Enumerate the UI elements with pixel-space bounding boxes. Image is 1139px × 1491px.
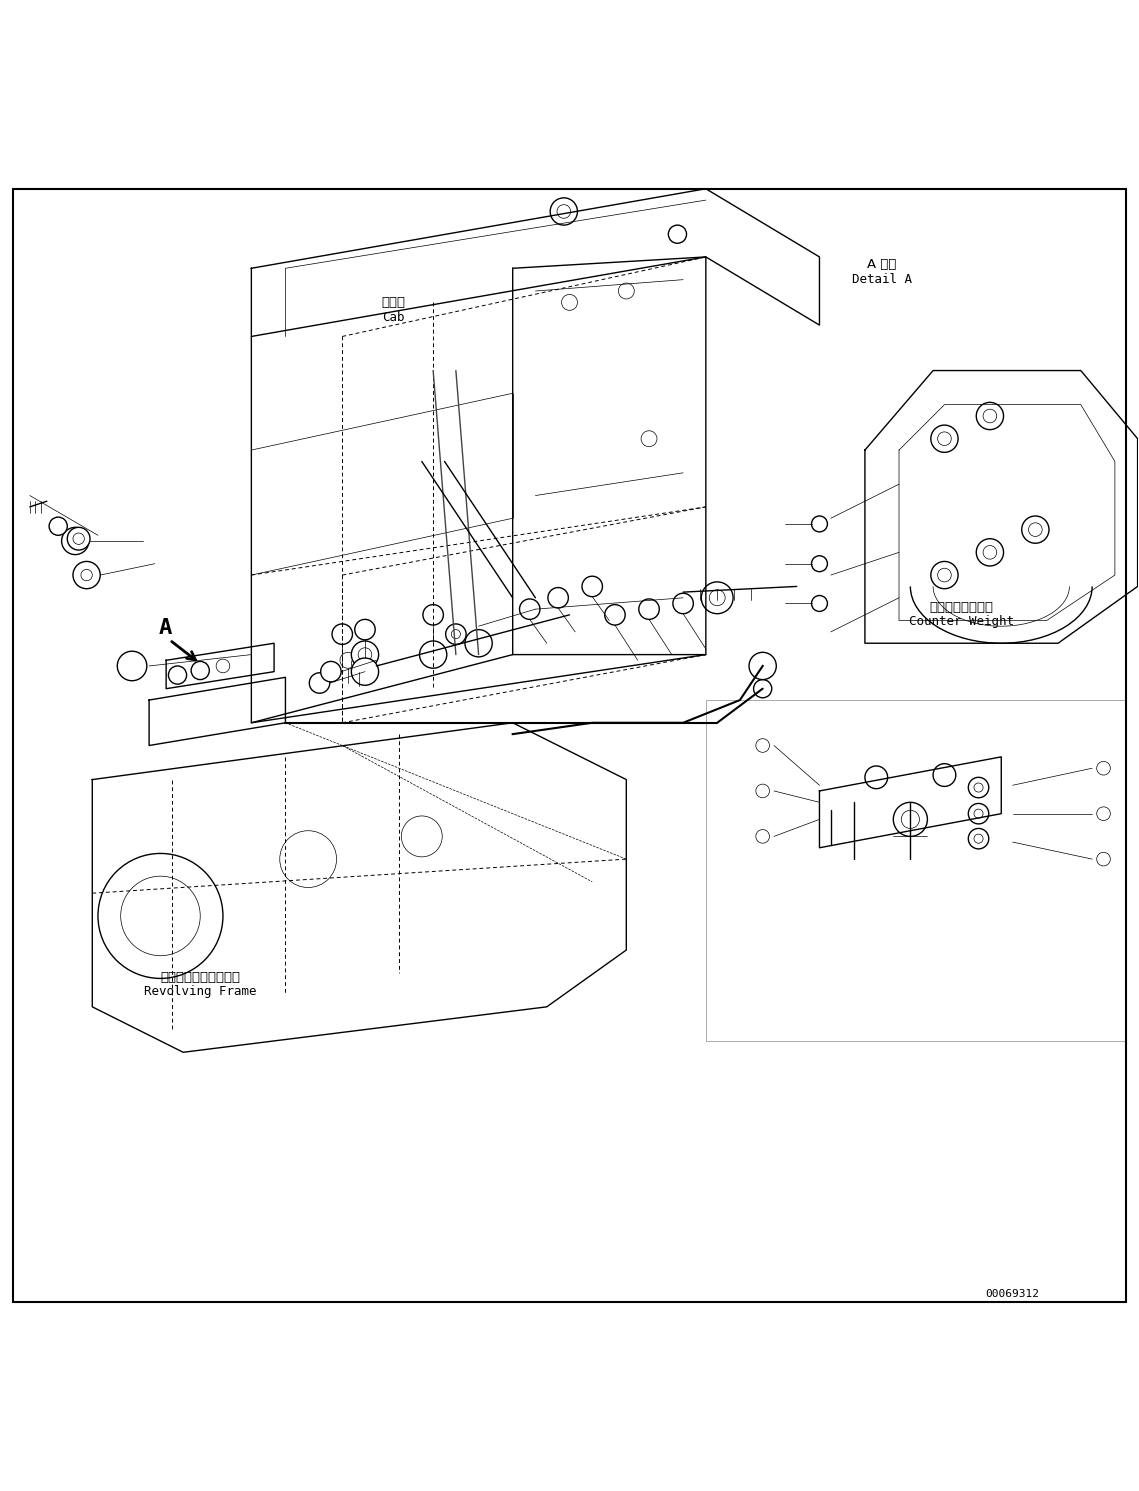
Circle shape xyxy=(419,641,446,668)
Circle shape xyxy=(310,672,330,693)
Circle shape xyxy=(931,562,958,589)
Circle shape xyxy=(893,802,927,836)
Circle shape xyxy=(351,658,378,686)
Circle shape xyxy=(67,528,90,550)
Circle shape xyxy=(1097,807,1111,820)
Circle shape xyxy=(605,605,625,625)
Circle shape xyxy=(974,783,983,792)
Circle shape xyxy=(358,647,371,662)
Circle shape xyxy=(550,198,577,225)
Circle shape xyxy=(976,538,1003,567)
Circle shape xyxy=(169,666,187,684)
Circle shape xyxy=(191,662,210,680)
Circle shape xyxy=(673,593,694,614)
Circle shape xyxy=(321,662,341,681)
Circle shape xyxy=(49,517,67,535)
Circle shape xyxy=(117,652,147,681)
Circle shape xyxy=(811,595,827,611)
Circle shape xyxy=(582,576,603,596)
Circle shape xyxy=(98,853,223,978)
Circle shape xyxy=(354,619,375,640)
Text: カウンタウエイト: カウンタウエイト xyxy=(929,601,993,614)
Circle shape xyxy=(968,777,989,798)
Circle shape xyxy=(445,623,466,644)
Circle shape xyxy=(333,623,352,644)
Circle shape xyxy=(933,763,956,786)
Circle shape xyxy=(756,784,770,798)
Circle shape xyxy=(548,587,568,608)
Circle shape xyxy=(62,528,89,555)
Circle shape xyxy=(702,581,734,614)
Circle shape xyxy=(811,516,827,532)
Text: A: A xyxy=(158,619,172,638)
Circle shape xyxy=(351,656,367,671)
Circle shape xyxy=(351,641,378,668)
Circle shape xyxy=(811,556,827,571)
Circle shape xyxy=(1097,762,1111,775)
Circle shape xyxy=(423,605,443,625)
Circle shape xyxy=(976,403,1003,429)
Circle shape xyxy=(73,562,100,589)
Text: レボルビングフレーム: レボルビングフレーム xyxy=(161,971,240,984)
Circle shape xyxy=(641,431,657,447)
Circle shape xyxy=(710,590,726,605)
Circle shape xyxy=(465,629,492,658)
Circle shape xyxy=(618,283,634,300)
Circle shape xyxy=(865,766,887,789)
Circle shape xyxy=(401,816,442,857)
Circle shape xyxy=(974,810,983,819)
Circle shape xyxy=(280,830,336,887)
Circle shape xyxy=(1029,523,1042,537)
Circle shape xyxy=(937,432,951,446)
Text: Cab: Cab xyxy=(383,310,404,324)
Circle shape xyxy=(937,568,951,581)
Circle shape xyxy=(562,294,577,310)
Text: 00069312: 00069312 xyxy=(985,1288,1040,1299)
Circle shape xyxy=(669,225,687,243)
Text: A 詳細: A 詳細 xyxy=(867,258,896,271)
Text: Counter Weight: Counter Weight xyxy=(909,616,1014,628)
Text: Detail A: Detail A xyxy=(852,273,912,286)
Circle shape xyxy=(216,659,230,672)
Circle shape xyxy=(557,204,571,218)
Text: Revolving Frame: Revolving Frame xyxy=(144,986,256,999)
Circle shape xyxy=(639,599,659,619)
Circle shape xyxy=(339,653,355,668)
Circle shape xyxy=(983,409,997,423)
Bar xyxy=(706,701,1126,1041)
Circle shape xyxy=(754,680,772,698)
Circle shape xyxy=(121,877,200,956)
Circle shape xyxy=(1097,853,1111,866)
Circle shape xyxy=(968,804,989,825)
Circle shape xyxy=(1022,516,1049,543)
Circle shape xyxy=(931,425,958,452)
Circle shape xyxy=(69,535,81,547)
Circle shape xyxy=(983,546,997,559)
Circle shape xyxy=(749,653,777,680)
Circle shape xyxy=(974,833,983,844)
Circle shape xyxy=(756,738,770,753)
Circle shape xyxy=(81,570,92,581)
Text: キャブ: キャブ xyxy=(382,295,405,309)
Circle shape xyxy=(519,599,540,619)
Circle shape xyxy=(451,629,460,638)
Circle shape xyxy=(901,810,919,829)
Circle shape xyxy=(756,829,770,844)
Circle shape xyxy=(73,532,84,544)
Circle shape xyxy=(968,829,989,848)
